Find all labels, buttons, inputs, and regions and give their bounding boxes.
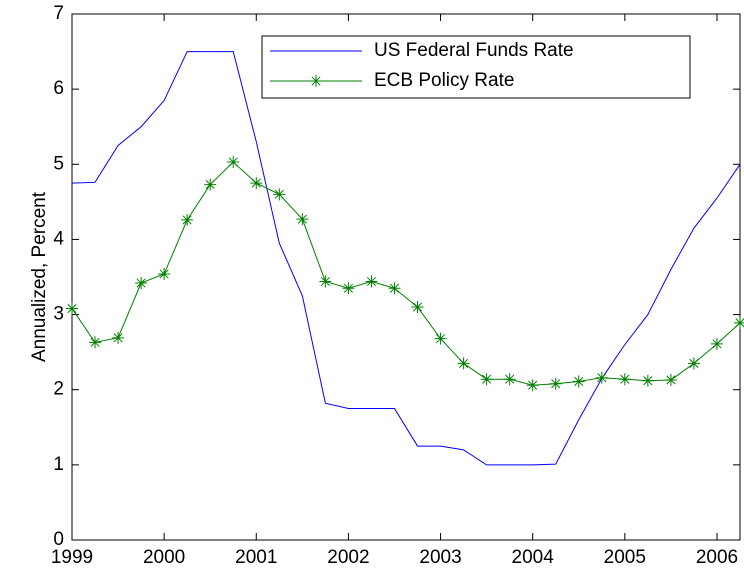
x-tick-label: 1999 [51,547,93,568]
marker [526,379,539,392]
marker [273,188,286,201]
marker [641,374,654,387]
marker [365,275,378,288]
x-tick-label: 2000 [143,547,185,568]
marker [342,282,355,295]
x-tick-label: 2003 [419,547,461,568]
legend-label: US Federal Funds Rate [374,40,574,61]
y-tick-label: 1 [53,454,64,475]
marker [89,336,102,349]
y-tick-label: 6 [53,78,64,99]
marker [503,373,516,386]
y-tick-label: 7 [53,3,64,24]
y-tick-label: 4 [53,228,64,249]
marker [480,373,493,386]
marker [664,373,677,386]
marker [250,177,263,190]
marker [618,373,631,386]
x-tick-label: 2005 [604,547,646,568]
legend-label: ECB Policy Rate [374,70,514,91]
marker [687,357,700,370]
marker [549,377,562,390]
x-tick-label: 2004 [512,547,555,568]
marker [595,371,608,384]
marker [158,267,171,280]
legend-box [261,35,691,99]
series-line [71,51,741,466]
y-tick-label: 0 [53,529,64,550]
marker [710,337,723,350]
marker [135,277,148,290]
marker [411,301,424,314]
marker [734,316,744,329]
marker [572,375,585,388]
y-tick-label: 3 [53,304,64,325]
marker [457,357,470,370]
marker [388,282,401,295]
x-tick-label: 2006 [696,547,738,568]
x-tick-label: 2001 [235,547,277,568]
y-axis-label: Annualized, Percent [29,191,50,362]
plot-frame [71,13,741,541]
y-tick-label: 5 [53,153,64,174]
marker [66,302,78,315]
marker [319,275,332,288]
marker [227,156,240,169]
marker [204,178,217,191]
marker [112,331,125,344]
y-tick-label: 2 [53,379,64,400]
x-tick-label: 2002 [327,547,369,568]
marker [296,213,309,226]
marker [434,332,447,345]
legend-marker [310,75,322,87]
marker [181,213,194,226]
